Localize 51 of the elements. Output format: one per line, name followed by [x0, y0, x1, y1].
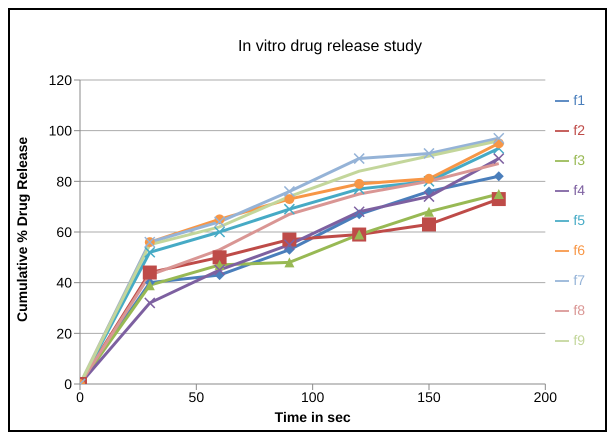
legend-label: f3 — [573, 152, 585, 168]
legend-label: f5 — [573, 212, 585, 228]
legend-label: f4 — [573, 182, 585, 198]
point — [214, 216, 226, 228]
y-tick-label: 20 — [56, 325, 72, 342]
point — [423, 176, 435, 188]
point — [284, 194, 294, 204]
legend-label: f1 — [573, 92, 585, 108]
point — [493, 152, 505, 164]
legend-label: f6 — [573, 242, 585, 258]
point — [284, 238, 296, 250]
point — [214, 264, 226, 276]
point — [354, 178, 364, 189]
point — [353, 183, 365, 195]
point — [423, 148, 435, 160]
point — [284, 186, 296, 198]
y-axis-title: Cumulative % Drug Release — [14, 136, 30, 322]
point — [424, 174, 434, 184]
x-tick-label: 150 — [417, 388, 441, 405]
x-tick-label: 0 — [76, 388, 84, 405]
point — [494, 171, 504, 182]
point — [144, 280, 155, 290]
point — [422, 217, 436, 232]
chart-title: In vitro drug release study — [236, 38, 424, 56]
x-tick-label: 200 — [534, 388, 558, 405]
legend-label: f8 — [573, 302, 585, 318]
y-tick-label: 100 — [48, 122, 72, 139]
x-axis-title: Time in sec — [274, 409, 351, 425]
legend-label: f7 — [573, 272, 585, 288]
point — [144, 297, 156, 309]
x-tick-label: 100 — [300, 388, 325, 405]
point — [423, 190, 435, 202]
point — [142, 266, 157, 280]
point — [353, 206, 365, 218]
point — [284, 203, 296, 215]
legend-label: f2 — [573, 122, 585, 138]
point — [212, 250, 227, 264]
point — [284, 257, 294, 268]
point — [214, 226, 226, 238]
y-tick-label: 0 — [64, 376, 72, 392]
x-tick-label: 50 — [188, 388, 204, 405]
legend-label: f9 — [573, 332, 585, 348]
y-tick-label: 60 — [56, 224, 72, 240]
point — [424, 206, 434, 217]
y-tick-label: 120 — [48, 72, 72, 88]
point — [353, 152, 365, 164]
y-tick-label: 40 — [56, 274, 72, 291]
y-tick-label: 80 — [56, 173, 72, 190]
point — [493, 132, 505, 144]
point — [144, 246, 156, 258]
point — [493, 142, 505, 154]
